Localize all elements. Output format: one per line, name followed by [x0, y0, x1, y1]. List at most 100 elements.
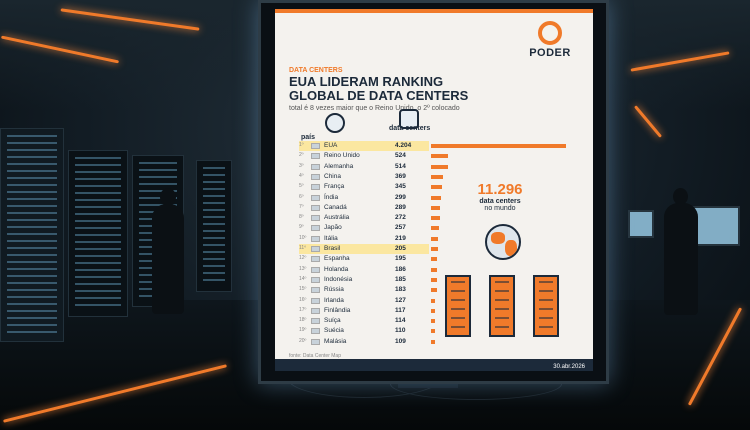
country-flag-icon — [311, 246, 320, 252]
country-flag-icon — [311, 338, 320, 345]
row-value: 114 — [395, 317, 406, 325]
row-bar — [431, 339, 435, 344]
row-value: 117 — [395, 306, 406, 314]
row-bar — [431, 185, 443, 190]
row-value: 127 — [395, 296, 406, 304]
row-country: Índia — [324, 193, 339, 201]
row-rank: 4º — [299, 172, 304, 179]
row-bar — [431, 195, 441, 200]
headline-line-1: EUA LIDERAM RANKING — [289, 74, 444, 89]
row-country: Finlândia — [324, 306, 351, 314]
row-country: Japão — [324, 224, 342, 232]
category-tag: DATA CENTERS — [289, 67, 343, 74]
row-bar — [431, 144, 566, 148]
headline: EUA LIDERAM RANKING GLOBAL DE DATA CENTE… — [289, 75, 509, 103]
country-flag-icon — [311, 204, 320, 211]
row-value: 4.204 — [395, 142, 412, 149]
row-country: Canadá — [324, 203, 347, 211]
country-flag-icon — [311, 235, 320, 242]
row-bar — [431, 226, 440, 231]
row-value: 205 — [395, 245, 406, 252]
row-country: Austrália — [324, 214, 350, 222]
row-rank: 13º — [299, 265, 307, 272]
server-rack-icon — [489, 275, 515, 337]
row-country: Suíça — [324, 317, 341, 325]
row-bar — [431, 308, 435, 313]
total-sub: no mundo — [484, 205, 516, 212]
row-value: 186 — [395, 265, 406, 273]
row-bar — [431, 174, 443, 179]
table-row: 14º Indonésia 185 — [299, 275, 429, 285]
table-row: 15º Rússia 183 — [299, 285, 429, 295]
person-silhouette — [152, 204, 184, 314]
country-flag-icon — [311, 143, 320, 149]
table-row: 4º China 369 — [299, 172, 429, 182]
row-value: 219 — [395, 234, 406, 242]
country-flag-icon — [311, 297, 320, 304]
row-rank: 8º — [299, 214, 304, 221]
row-bar — [431, 267, 437, 272]
table-row: 3º Alemanha 514 — [299, 162, 429, 172]
row-bar — [431, 277, 437, 282]
row-bar — [431, 164, 448, 169]
table-row: 11º Brasil 205 — [299, 244, 429, 254]
row-country: Holanda — [324, 265, 349, 273]
row-country: Reino Unido — [324, 152, 360, 160]
poder-logo: PODER — [525, 21, 575, 59]
table-row: 9º Japão 257 — [299, 223, 429, 233]
row-bar — [431, 288, 437, 293]
table-row: 17º Finlândia 117 — [299, 306, 429, 316]
table-row: 6º Índia 299 — [299, 193, 429, 203]
row-rank: 19º — [299, 327, 307, 334]
row-country: Alemanha — [324, 162, 354, 170]
country-flag-icon — [311, 307, 320, 314]
logo-ring-icon — [538, 21, 562, 45]
source-note: fonte: Data Center Map — [289, 353, 341, 359]
row-rank: 12º — [299, 255, 307, 262]
row-rank: 14º — [299, 275, 307, 282]
row-country: Itália — [324, 234, 338, 242]
country-flag-icon — [311, 276, 320, 283]
person-head — [160, 188, 176, 206]
row-bar — [431, 247, 438, 251]
row-rank: 20º — [299, 337, 307, 344]
country-flag-icon — [311, 215, 320, 222]
table-row: 1º EUA 4.204 — [299, 141, 429, 151]
country-flag-icon — [311, 256, 320, 263]
table-row: 13º Holanda 186 — [299, 265, 429, 275]
table-row: 7º Canadá 289 — [299, 203, 429, 213]
row-country: Malásia — [324, 337, 347, 345]
server-rack-icon — [533, 275, 559, 337]
row-rank: 9º — [299, 224, 304, 231]
server-rack — [68, 150, 128, 317]
row-value: 299 — [395, 193, 406, 201]
country-flag-icon — [311, 328, 320, 335]
footer-bar: 30.abr.2026 — [275, 359, 593, 371]
server-icon — [399, 109, 419, 129]
row-bar — [431, 257, 438, 262]
row-country: Brasil — [324, 245, 341, 252]
row-country: Rússia — [324, 286, 344, 294]
country-flag-icon — [311, 173, 320, 180]
row-rank: 16º — [299, 296, 307, 303]
row-rank: 2º — [299, 152, 304, 159]
table-row: 5º França 345 — [299, 182, 429, 192]
server-rack-icon — [445, 275, 471, 337]
row-value: 369 — [395, 172, 406, 180]
country-flag-icon — [311, 287, 320, 294]
country-flag-icon — [311, 184, 320, 191]
monitor-screen — [628, 210, 654, 238]
country-flag-icon — [311, 153, 320, 160]
row-value: 345 — [395, 183, 406, 191]
row-rank: 18º — [299, 317, 307, 324]
table-row: 2º Reino Unido 524 — [299, 151, 429, 161]
monitor-screen — [692, 206, 740, 246]
row-value: 514 — [395, 162, 406, 170]
total-label: data centers — [479, 198, 521, 205]
person-silhouette — [664, 203, 698, 315]
world-globe-icon — [485, 224, 521, 260]
row-country: França — [324, 183, 345, 191]
row-country: Indonésia — [324, 275, 353, 283]
row-value: 183 — [395, 286, 406, 294]
